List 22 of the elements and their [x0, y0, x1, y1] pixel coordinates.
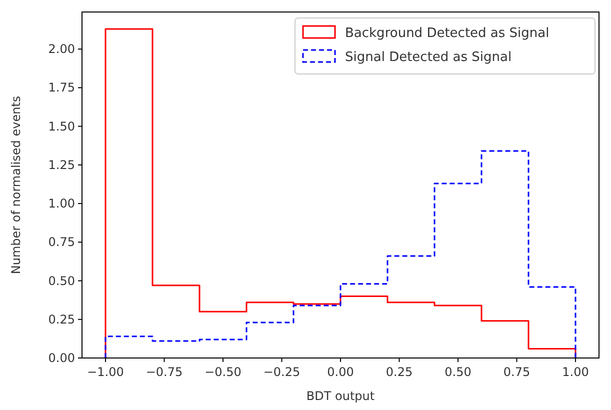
x-tick-label: 1.00: [562, 365, 589, 379]
y-tick-label: 1.75: [48, 80, 75, 95]
y-tick-label: 0.75: [48, 235, 75, 250]
x-tick-label: −0.75: [146, 365, 183, 379]
y-tick-label: 1.25: [48, 158, 75, 172]
x-tick-label: 0.25: [386, 365, 413, 379]
y-tick-label: 1.50: [48, 119, 75, 134]
y-tick-label: 2.00: [48, 42, 75, 56]
x-tick-label: −1.00: [87, 365, 124, 379]
x-tick-label: −0.25: [263, 365, 300, 379]
x-tick-label: 0.75: [503, 365, 530, 379]
x-axis-title: BDT output: [306, 389, 375, 403]
x-tick-label: −0.50: [204, 365, 242, 379]
y-tick-label: 0.25: [48, 312, 75, 326]
y-axis-title: Number of normalised events: [9, 96, 23, 274]
legend-label: Background Detected as Signal: [345, 26, 550, 41]
y-tick-label: 1.00: [48, 196, 75, 211]
y-tick-label: 0.50: [48, 274, 75, 288]
legend-label: Signal Detected as Signal: [345, 50, 512, 65]
y-tick-label: 0.00: [48, 351, 75, 365]
x-tick-label: 0.00: [327, 365, 354, 379]
x-tick-label: 0.50: [444, 365, 472, 379]
